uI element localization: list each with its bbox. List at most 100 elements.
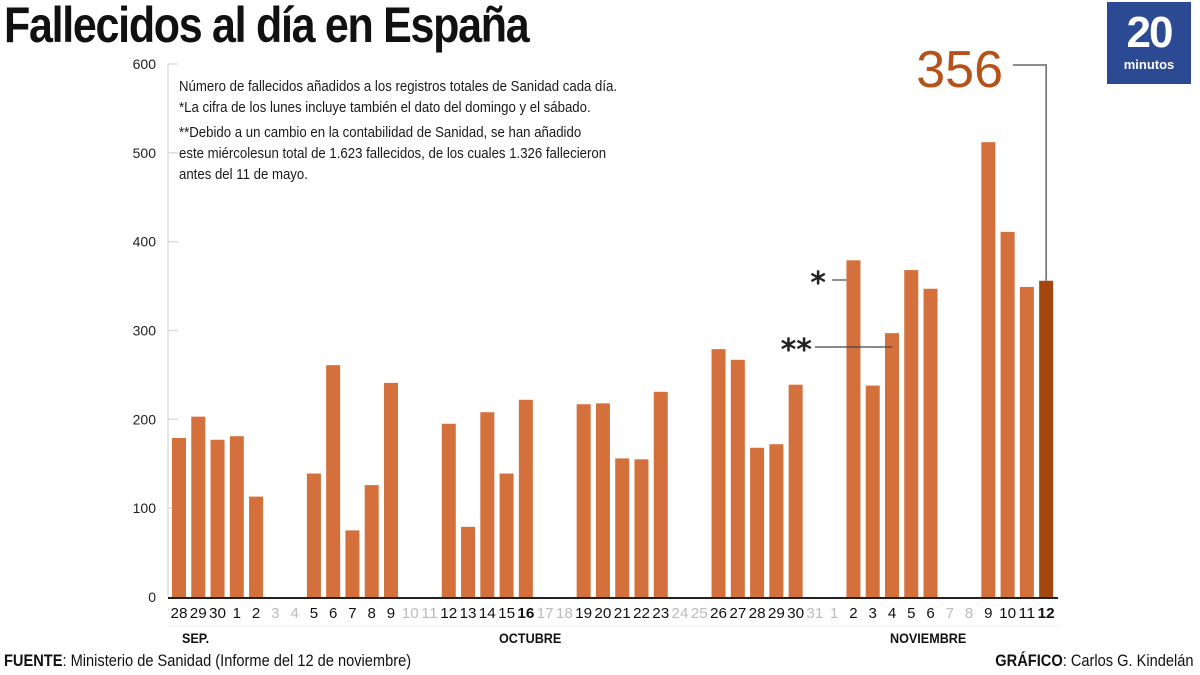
bar xyxy=(1000,231,1015,597)
x-tick-label: 7 xyxy=(348,605,356,622)
bar xyxy=(345,530,360,597)
y-tick-label: 600 xyxy=(133,56,157,72)
x-tick-label: 14 xyxy=(479,605,496,622)
annotations: 356*** xyxy=(781,41,1047,368)
x-tick-label: 12 xyxy=(440,605,457,622)
bar xyxy=(383,382,398,597)
logo-number: 20 xyxy=(1126,8,1174,57)
x-tick-label: 18 xyxy=(556,605,573,622)
bar xyxy=(865,385,880,597)
x-tick-label: 23 xyxy=(652,605,669,622)
x-tick-label: 15 xyxy=(498,605,515,622)
x-tick-label: 11 xyxy=(1018,605,1035,622)
x-tick-label: 27 xyxy=(729,605,746,622)
bar xyxy=(576,404,591,597)
x-tick-label: 28 xyxy=(171,605,188,622)
x-tick-label: 7 xyxy=(946,605,954,622)
bar xyxy=(441,423,456,597)
bar xyxy=(788,384,803,597)
bar xyxy=(634,459,649,597)
x-tick-label: 3 xyxy=(869,605,877,622)
x-tick-label: 17 xyxy=(537,605,554,622)
x-tick-label: 6 xyxy=(926,605,934,622)
bar xyxy=(595,403,610,597)
x-tick-label: 11 xyxy=(421,605,438,622)
x-tick-label: 24 xyxy=(672,605,689,622)
x-tick-label: 21 xyxy=(614,605,631,622)
bar xyxy=(461,526,476,597)
bar xyxy=(306,473,321,597)
note-line: este miércolesun total de 1.623 fallecid… xyxy=(179,145,607,162)
bar xyxy=(249,496,264,597)
y-axis-ticks: 0 100 200 300 400 500 600 xyxy=(133,56,157,605)
y-tick-label: 200 xyxy=(133,411,157,427)
bar xyxy=(846,260,861,597)
source-label: FUENTE xyxy=(4,651,63,670)
x-tick-label: 13 xyxy=(460,605,477,622)
y-tick-label: 400 xyxy=(133,234,157,250)
x-tick-label: 4 xyxy=(888,605,896,622)
x-tick-label: 20 xyxy=(594,605,611,622)
x-tick-label: 1 xyxy=(233,605,241,622)
bar xyxy=(326,365,341,597)
note-line: antes del 11 de mayo. xyxy=(179,166,308,183)
x-tick-label: 5 xyxy=(310,605,318,622)
x-tick-label: 10 xyxy=(402,605,419,622)
bar xyxy=(518,399,533,597)
x-tick-label: 10 xyxy=(999,605,1016,622)
bar xyxy=(210,439,225,597)
y-tick-label: 300 xyxy=(133,323,157,339)
x-tick-label: 28 xyxy=(749,605,766,622)
bar xyxy=(981,142,996,597)
x-tick-label: 8 xyxy=(368,605,376,622)
credit-text: : Carlos G. Kindelán xyxy=(1063,651,1194,670)
x-tick-label: 8 xyxy=(965,605,973,622)
bar xyxy=(229,436,244,597)
x-tick-label: 2 xyxy=(252,605,260,622)
note-line: Número de fallecidos añadidos a los regi… xyxy=(179,78,618,95)
source-credit: FUENTE: Ministerio de Sanidad (Informe d… xyxy=(4,651,411,671)
x-tick-label: 26 xyxy=(710,605,727,622)
month-label: SEP. xyxy=(182,630,210,646)
x-tick-label: 31 xyxy=(806,605,823,622)
bar xyxy=(615,458,630,597)
x-axis-ticks: 28 29 30 1 2 3 4 5 6 7 8 9 10 11 12 13 14 15 16 17 18 19 20 21 2… xyxy=(168,605,1058,627)
x-tick-label: 16 xyxy=(517,605,534,622)
bar xyxy=(769,444,784,597)
bar xyxy=(480,412,495,597)
credit-label: GRÁFICO xyxy=(995,651,1064,670)
bar xyxy=(711,349,726,597)
month-label: NOVIEMBRE xyxy=(890,630,967,646)
x-tick-label: 3 xyxy=(271,605,279,622)
x-tick-label: 22 xyxy=(633,605,650,622)
bar xyxy=(904,270,919,597)
logo-text: minutos xyxy=(1123,57,1175,72)
bar-highlight xyxy=(1039,280,1054,597)
annotation-asterisk: ** xyxy=(781,333,813,368)
highlight-value-label: 356 xyxy=(916,41,1003,99)
source-text: : Ministerio de Sanidad (Informe del 12 … xyxy=(62,651,412,670)
20minutos-logo: 20 minutos xyxy=(1107,2,1191,84)
note-line: *La cifra de los lunes incluye también e… xyxy=(179,99,591,116)
y-tick-label: 0 xyxy=(148,589,156,605)
x-tick-label: 4 xyxy=(290,605,298,622)
bar xyxy=(730,359,745,597)
y-tick-label: 500 xyxy=(133,145,157,161)
annotation-asterisk: * xyxy=(810,266,826,301)
bar xyxy=(191,416,206,597)
x-tick-label: 19 xyxy=(575,605,592,622)
x-tick-label: 29 xyxy=(190,605,207,622)
x-tick-label: 5 xyxy=(907,605,915,622)
bar xyxy=(653,391,668,597)
x-tick-label: 25 xyxy=(691,605,708,622)
x-tick-label: 1 xyxy=(830,605,838,622)
chart-title: Fallecidos al día en España xyxy=(4,0,530,53)
bar xyxy=(1019,286,1034,597)
bar xyxy=(884,333,899,597)
x-tick-label: 2 xyxy=(849,605,857,622)
month-label: OCTUBRE xyxy=(499,630,562,646)
x-tick-label: 30 xyxy=(787,605,804,622)
chart-notes: Número de fallecidos añadidos a los regi… xyxy=(179,76,617,185)
bar xyxy=(364,485,379,597)
